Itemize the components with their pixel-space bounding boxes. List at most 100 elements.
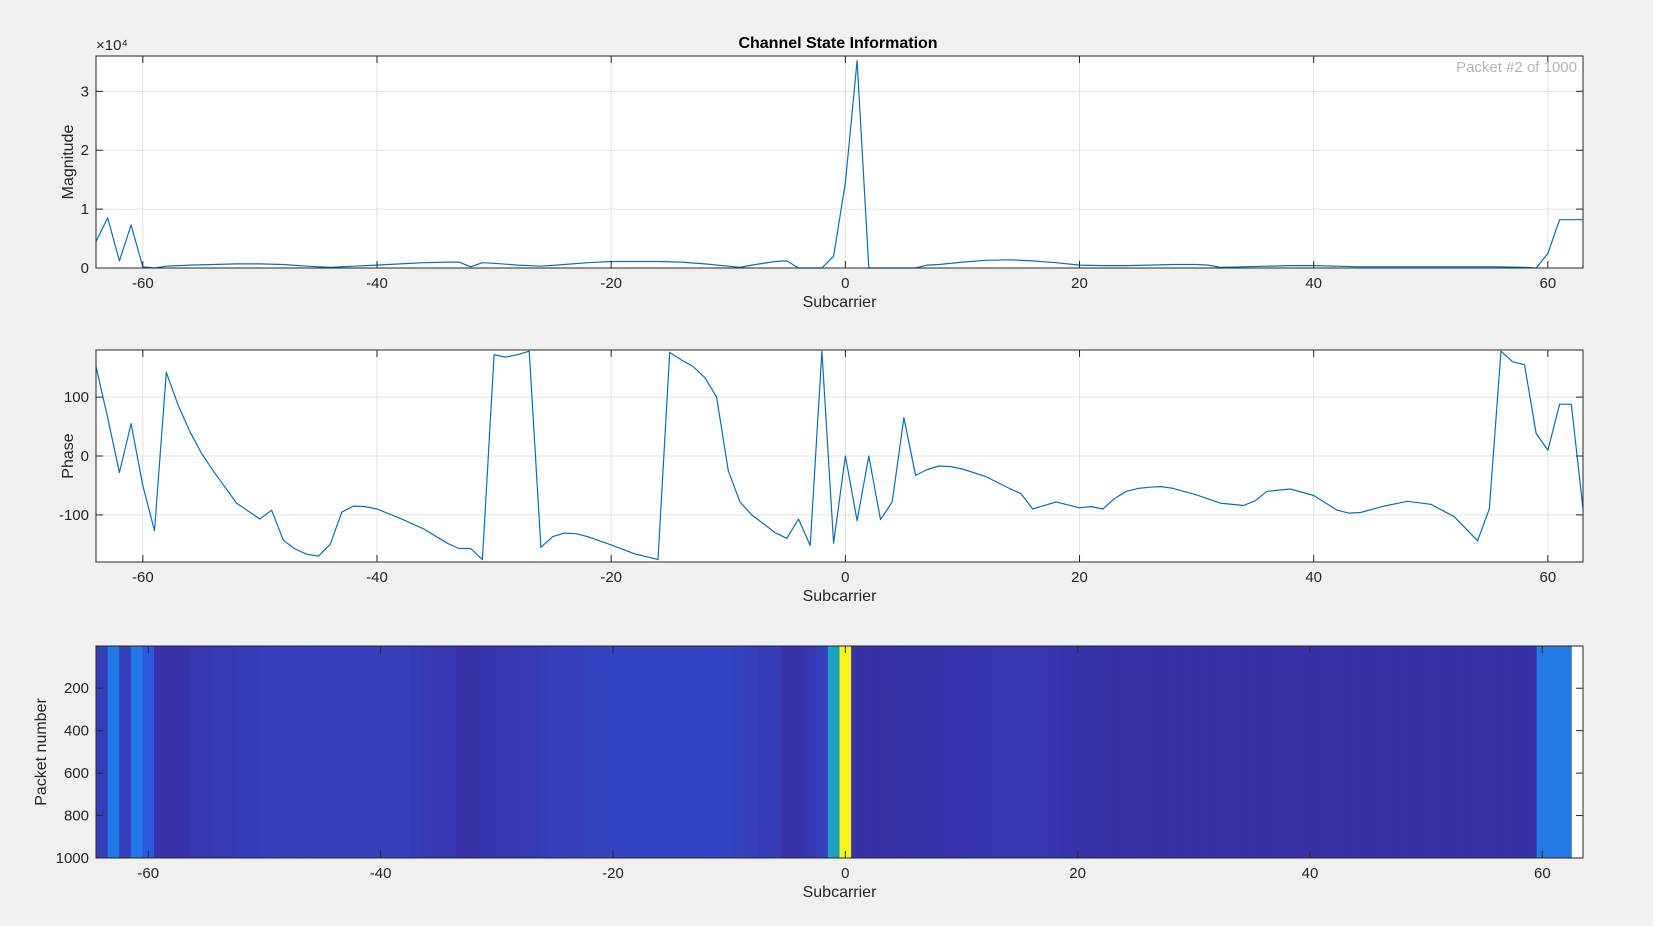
heatmap-column	[572, 646, 585, 858]
heatmap-column	[1269, 646, 1282, 858]
axes-background	[96, 56, 1583, 268]
heatmap-column	[258, 646, 271, 858]
heatmap-column	[1106, 646, 1119, 858]
heatmap-column	[165, 646, 178, 858]
y-tick-label: 800	[64, 808, 89, 825]
y-axis-label: Packet number	[33, 698, 50, 806]
heatmap-column	[1211, 646, 1224, 858]
heatmap-column	[595, 646, 608, 858]
heatmap-column	[839, 646, 852, 858]
heatmap-column	[955, 646, 968, 858]
heatmap-column	[1129, 646, 1142, 858]
heatmap-column	[537, 646, 550, 858]
x-tick-label: 40	[1305, 275, 1322, 292]
heatmap-column	[432, 646, 445, 858]
heatmap-column	[851, 646, 864, 858]
x-tick-label: 60	[1540, 275, 1557, 292]
heatmap-column	[1141, 646, 1154, 858]
heatmap-column	[1304, 646, 1317, 858]
x-tick-label: -20	[600, 569, 622, 586]
x-tick-label: 0	[841, 569, 849, 586]
x-tick-label: -60	[132, 569, 154, 586]
heatmap-column	[897, 646, 910, 858]
heatmap-column	[1513, 646, 1526, 858]
heatmap-column	[200, 646, 213, 858]
heatmap-column	[1164, 646, 1177, 858]
heatmap-column	[607, 646, 620, 858]
y-tick-label: 600	[64, 765, 89, 782]
heatmap-column	[1013, 646, 1026, 858]
heatmap-column	[1466, 646, 1479, 858]
magnitude-axes: -60 -40 -20 0 20 40 60 0 1 2 3 Subcarrier Magnitude ×…	[60, 37, 1584, 311]
heatmap-column	[1490, 646, 1503, 858]
heatmap-column	[1362, 646, 1375, 858]
x-axis-label: Subcarrier	[803, 588, 877, 605]
x-tick-label: 60	[1540, 569, 1557, 586]
heatmap-column	[1292, 646, 1305, 858]
heatmap-column	[583, 646, 596, 858]
heatmap-column	[398, 646, 411, 858]
heatmap-column	[444, 646, 457, 858]
heatmap-column	[944, 646, 957, 858]
heatmap-column	[1071, 646, 1084, 858]
heatmap-column	[700, 646, 713, 858]
heatmap-column	[769, 646, 782, 858]
heatmap-column	[1257, 646, 1270, 858]
heatmap-column	[1536, 646, 1549, 858]
y-tick-label: 0	[81, 260, 89, 277]
heatmap-column	[1443, 646, 1456, 858]
heatmap-column	[816, 646, 829, 858]
heatmap-column	[188, 646, 201, 858]
x-tick-label: -20	[602, 865, 624, 882]
figure-title: Channel State Information	[738, 35, 937, 52]
heatmap-column	[119, 646, 132, 858]
heatmap-column	[1048, 646, 1061, 858]
heatmap-column	[1524, 646, 1537, 858]
x-axis-label: Subcarrier	[803, 294, 877, 311]
x-tick-label: 20	[1071, 569, 1088, 586]
heatmap-column	[758, 646, 771, 858]
x-tick-label: 0	[841, 275, 849, 292]
heatmap-column	[1397, 646, 1410, 858]
heatmap-column	[490, 646, 503, 858]
y-axis-label: Phase	[60, 433, 77, 478]
heatmap-column	[909, 646, 922, 858]
heatmap-column	[514, 646, 527, 858]
heatmap-column	[688, 646, 701, 858]
y-axis-label: Magnitude	[60, 125, 77, 200]
heatmap-column	[1246, 646, 1259, 858]
heatmap-column	[374, 646, 387, 858]
heatmap-column	[1095, 646, 1108, 858]
y-tick-label: 0	[81, 448, 89, 465]
heatmap-column	[281, 646, 294, 858]
heatmap-column	[618, 646, 631, 858]
heatmap-column	[630, 646, 643, 858]
heatmap-column	[351, 646, 364, 858]
heatmap-column	[781, 646, 794, 858]
x-tick-label: -40	[370, 865, 392, 882]
x-tick-label: -40	[366, 569, 388, 586]
heatmap-column	[885, 646, 898, 858]
x-tick-label: 40	[1302, 865, 1319, 882]
heatmap-column	[746, 646, 759, 858]
heatmap-column	[212, 646, 225, 858]
heatmap-column	[1188, 646, 1201, 858]
heatmap-column	[862, 646, 875, 858]
heatmap-column	[1350, 646, 1363, 858]
heatmap-column	[363, 646, 376, 858]
y-tick-label: 3	[81, 83, 89, 100]
y-tick-label: -100	[59, 507, 89, 524]
heatmap-column	[723, 646, 736, 858]
heatmap-column	[456, 646, 469, 858]
heatmap-column	[1199, 646, 1212, 858]
heatmap-column	[1373, 646, 1386, 858]
heatmap-column	[1478, 646, 1491, 858]
heatmap-column	[990, 646, 1003, 858]
heatmap-column	[305, 646, 318, 858]
heatmap-column	[177, 646, 190, 858]
y-tick-label: 400	[64, 723, 89, 740]
heatmap-column	[1455, 646, 1468, 858]
heatmap-column	[1420, 646, 1433, 858]
heatmap-column	[316, 646, 329, 858]
heatmap-column	[1153, 646, 1166, 858]
